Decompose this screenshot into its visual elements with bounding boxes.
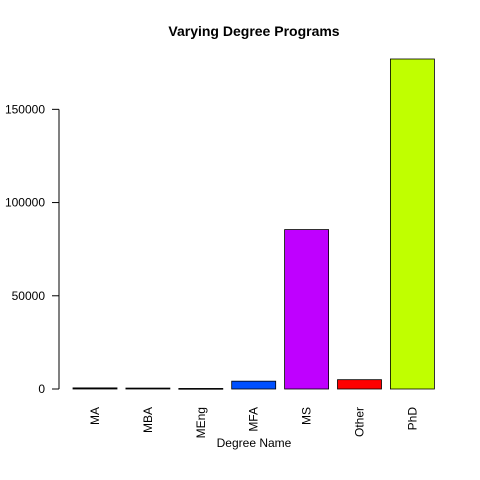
bar-mfa [231, 380, 277, 390]
y-tick-label: 100000 [5, 196, 45, 210]
bar-ms [284, 229, 330, 390]
y-tick-label: 150000 [5, 102, 45, 116]
bar-phd [389, 58, 435, 390]
x-tick-label: PhD [405, 407, 419, 431]
x-tick-label: MS [300, 407, 314, 425]
x-tick-labels: MA MBA MEng MFA MS Other PhD [88, 407, 419, 439]
y-tick-label: 50000 [12, 289, 46, 303]
y-axis: 0 50000 100000 150000 [5, 102, 60, 396]
bar-other [337, 379, 382, 390]
x-tick-label: MFA [247, 407, 261, 432]
x-tick-label: MBA [141, 407, 155, 433]
y-tick-label: 0 [38, 382, 45, 396]
x-tick-label: MEng [194, 407, 208, 438]
bar-meng [178, 388, 224, 390]
bars-group [72, 58, 435, 390]
x-axis-label: Degree Name [217, 436, 292, 450]
bar-mba [125, 387, 171, 390]
x-tick-label: MA [88, 407, 102, 425]
x-tick-label: Other [353, 407, 367, 437]
bar-ma [72, 387, 118, 390]
chart-title: Varying Degree Programs [168, 23, 339, 39]
